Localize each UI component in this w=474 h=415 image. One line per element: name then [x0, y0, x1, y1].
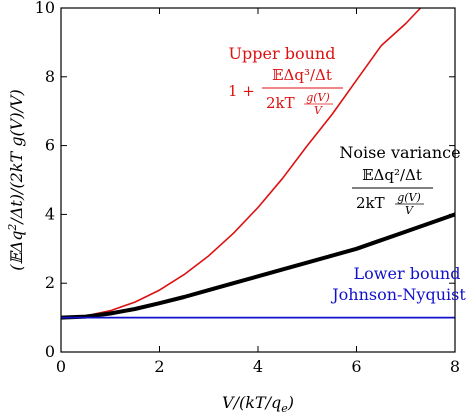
x-tick-label: 2: [154, 357, 164, 376]
upper-fraction-numerator: 𝔼Δq³/Δt: [272, 66, 332, 84]
y-tick-label: 8: [45, 67, 55, 86]
x-tick-label: 0: [56, 357, 66, 376]
y-axis-label: (𝔼Δq2/Δt)/(2kT g(V)/V): [6, 89, 26, 271]
upper-fraction-den-main: 2kT: [266, 94, 295, 112]
noise-fraction-den-top: g(V): [397, 191, 421, 204]
noise-fraction-den-main: 2kT: [356, 194, 385, 212]
lower-bound-title: Lower bound: [354, 264, 461, 283]
upper-fraction-den-top: g(V): [306, 91, 330, 104]
upper-bound-title: Upper bound: [229, 44, 336, 63]
upper-bound-line: [60, 7, 422, 319]
noise-variance-line: [60, 212, 456, 320]
noise-variance-annotation: Noise variance 𝔼Δq²/Δt 2kT g(V) V: [339, 143, 460, 217]
lower-bound-annotation: Lower bound Johnson-Nyquist: [330, 264, 466, 304]
noise-fraction-den-bot: V: [405, 204, 414, 217]
noise-variance-title: Noise variance: [339, 143, 460, 162]
upper-bound-annotation: Upper bound 1 + 𝔼Δq³/Δt 2kT g(V) V: [228, 44, 343, 117]
y-tick-label: 10: [35, 0, 55, 17]
upper-one-plus: 1 +: [228, 82, 255, 100]
y-tick-label: 6: [45, 136, 55, 155]
x-axis-label: V/(kT/qe): [222, 393, 294, 415]
x-tick-label: 6: [351, 357, 361, 376]
lower-bound-subtitle: Johnson-Nyquist: [330, 285, 466, 304]
y-tick-label: 2: [45, 273, 55, 292]
y-tick-label: 4: [45, 204, 55, 223]
y-tick-label: 0: [45, 342, 55, 361]
noise-fraction-numerator: 𝔼Δq²/Δt: [362, 166, 422, 184]
upper-fraction-den-bot: V: [314, 104, 323, 117]
plot-frame: [60, 7, 456, 353]
x-tick-label: 4: [253, 357, 263, 376]
x-tick-label: 8: [450, 357, 460, 376]
series-group: [60, 7, 456, 320]
